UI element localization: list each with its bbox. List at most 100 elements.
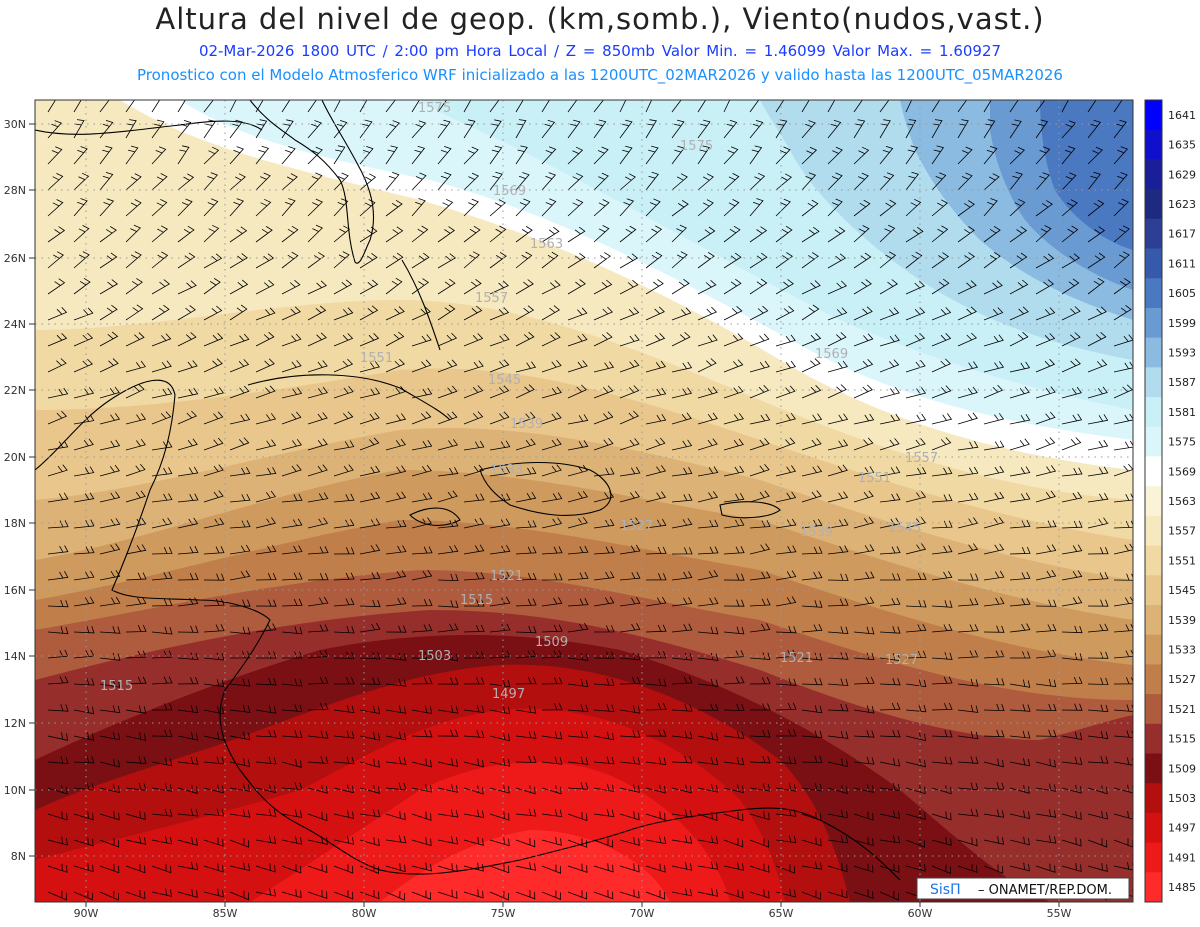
- wind-barb: [931, 278, 950, 295]
- wind-barb: [775, 437, 796, 451]
- wind-barb: [645, 360, 666, 373]
- wind-barb: [489, 811, 510, 821]
- wind-barb: [879, 597, 901, 607]
- wind-barb: [463, 251, 480, 269]
- wind-barb: [515, 730, 537, 739]
- wind-barb: [905, 171, 919, 191]
- colorbar-swatch: [1145, 307, 1162, 339]
- wind-barb: [203, 172, 218, 191]
- credit-text: – ONAMET/REP.DOM.: [978, 883, 1112, 898]
- wind-barb: [99, 890, 119, 901]
- wind-barb: [281, 545, 303, 555]
- wind-barb: [567, 333, 588, 347]
- wind-barb: [47, 440, 69, 451]
- wind-barb: [255, 623, 277, 633]
- wind-barb: [671, 412, 692, 425]
- wind-barb: [255, 863, 276, 873]
- wind-barb: [255, 279, 275, 295]
- wind-barb: [1035, 437, 1056, 451]
- wind-barb: [827, 253, 847, 269]
- wind-barb: [151, 251, 169, 269]
- wind-barb: [1035, 679, 1057, 688]
- colorbar-label: 1635: [1168, 139, 1196, 152]
- wind-barb: [437, 677, 459, 685]
- wind-barb: [73, 625, 95, 634]
- wind-barb: [359, 305, 379, 321]
- wind-barb: [1061, 172, 1077, 191]
- wind-barb: [151, 783, 173, 792]
- colorbar-swatch: [1145, 545, 1162, 576]
- wind-barb: [177, 625, 199, 633]
- wind-barb: [931, 413, 953, 425]
- wind-barb: [177, 145, 190, 165]
- wind-barb: [307, 863, 328, 873]
- wind-barb: [385, 465, 407, 477]
- wind-barb: [801, 465, 823, 477]
- wind-barb: [749, 172, 766, 191]
- wind-barb: [281, 333, 302, 347]
- wind-barb: [177, 572, 199, 581]
- wind-barb: [853, 146, 870, 165]
- wind-barb: [463, 411, 484, 425]
- wind-barb: [73, 251, 90, 269]
- wind-barb: [437, 411, 458, 425]
- colorbar-swatch: [1145, 664, 1162, 695]
- wind-barb: [515, 676, 537, 685]
- wind-barb: [593, 838, 614, 848]
- wind-barb: [697, 678, 719, 687]
- wind-barb: [1035, 835, 1057, 844]
- wind-barb: [333, 120, 348, 139]
- wind-barb: [957, 624, 979, 633]
- wind-barb: [1061, 520, 1083, 529]
- wind-barb: [99, 439, 121, 451]
- wind-barb: [307, 120, 322, 139]
- wind-barb: [333, 705, 355, 714]
- wind-barb: [1009, 146, 1025, 165]
- wind-barb: [801, 199, 819, 217]
- wind-barb: [47, 732, 68, 741]
- wind-barb: [853, 837, 874, 847]
- wind-barb: [47, 890, 67, 901]
- wind-barb: [307, 889, 328, 899]
- wind-barb: [697, 546, 719, 555]
- wind-barb: [151, 836, 173, 845]
- wind-barb: [879, 386, 900, 399]
- wind-barb: [827, 809, 849, 819]
- wind-barb: [255, 358, 275, 373]
- wind-barb: [801, 837, 822, 847]
- wind-barb: [723, 173, 740, 191]
- wind-barb: [983, 543, 1005, 555]
- wind-barb: [437, 705, 459, 714]
- wind-barb: [1087, 386, 1108, 399]
- wind-barb: [801, 890, 822, 900]
- wind-barb: [177, 808, 199, 817]
- wind-barb: [1061, 596, 1083, 607]
- wind-barb: [775, 545, 797, 555]
- wind-barb: [1061, 810, 1082, 820]
- wind-barb: [1061, 756, 1083, 765]
- wind-barb: [151, 225, 169, 243]
- wind-barb: [203, 332, 224, 347]
- wind-barb: [645, 437, 666, 451]
- wind-barb: [463, 119, 476, 139]
- wind-barb: [515, 520, 537, 529]
- wind-barb: [99, 679, 121, 688]
- wind-barb: [1087, 226, 1106, 243]
- wind-barb: [697, 100, 707, 113]
- wind-barb: [801, 252, 819, 269]
- wind-barb: [307, 280, 327, 295]
- wind-barb: [931, 494, 953, 503]
- wind-barb: [281, 251, 299, 269]
- wind-barb: [1009, 492, 1031, 503]
- wind-barb: [177, 466, 199, 477]
- wind-barb: [411, 599, 433, 607]
- wind-barb: [801, 490, 822, 503]
- wind-barb: [359, 809, 381, 818]
- wind-barb: [385, 570, 407, 581]
- wind-barb: [567, 679, 589, 688]
- wind-barb: [359, 387, 381, 399]
- wind-barb: [775, 570, 797, 581]
- wind-barb: [203, 100, 214, 113]
- wind-barb: [411, 758, 432, 768]
- wind-barb: [593, 651, 615, 659]
